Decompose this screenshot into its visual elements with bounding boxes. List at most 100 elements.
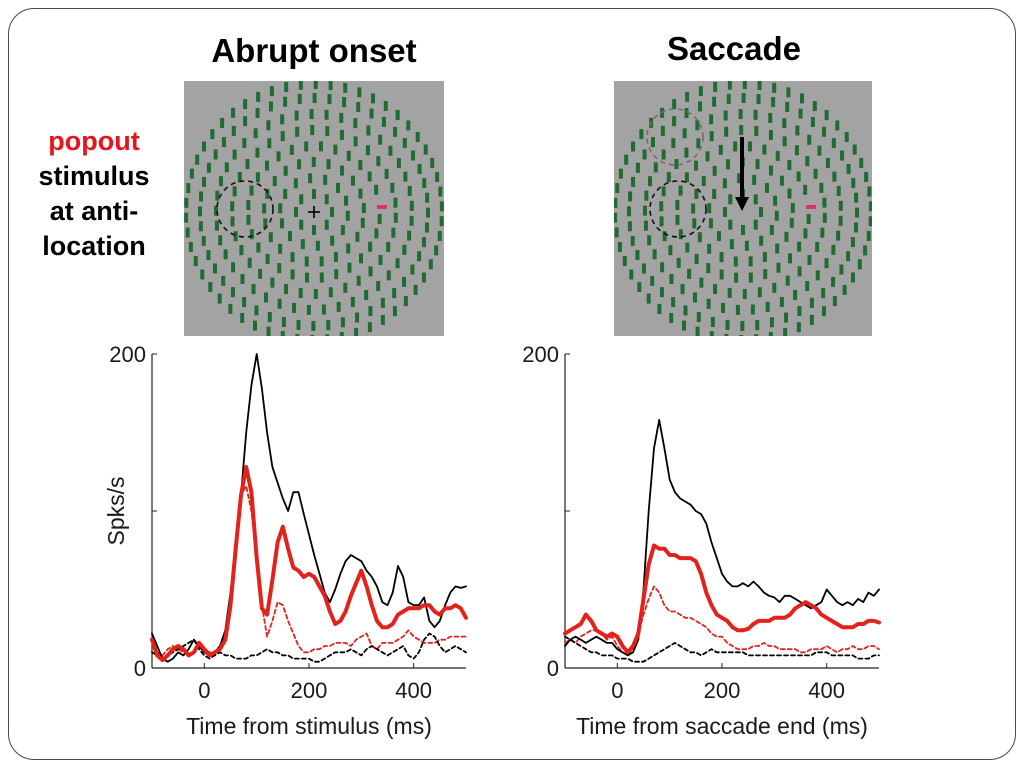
stimulus-bar	[669, 273, 674, 284]
stimulus-bar	[198, 206, 203, 217]
stimulus-bar	[755, 159, 760, 170]
stimulus-bar	[360, 217, 365, 228]
stimulus-bar	[417, 251, 422, 262]
stimulus-bar	[795, 125, 800, 136]
stimulus-bar	[733, 256, 738, 267]
stimulus-bar	[324, 194, 329, 205]
stimulus-bar	[717, 231, 722, 242]
stimulus-bar	[851, 178, 856, 189]
stimulus-bar	[868, 216, 872, 227]
stimulus-bar	[395, 258, 400, 269]
stimulus-bar	[218, 235, 223, 246]
stimulus-bar	[838, 215, 843, 226]
stimulus-bar	[402, 244, 407, 255]
stimulus-bar	[386, 241, 391, 252]
stimulus-bar	[820, 227, 825, 238]
stimulus-bar	[256, 91, 261, 102]
stimulus-bar	[279, 218, 284, 229]
stimulus-bar	[417, 163, 422, 174]
stimulus-bar	[797, 241, 802, 252]
stimulus-bar	[437, 230, 442, 241]
stimulus-bar	[328, 81, 333, 91]
stimulus-bar	[439, 216, 444, 227]
stimulus-bar	[790, 203, 795, 214]
stimulus-bar	[377, 213, 382, 224]
stimulus-bar	[864, 171, 869, 182]
pre-saccade-receptive-field-circle	[646, 108, 704, 166]
stimulus-bar	[614, 227, 619, 238]
stimulus-bar	[383, 101, 388, 112]
stimulus-bar	[763, 269, 768, 280]
stimulus-bar	[403, 171, 408, 182]
stimulus-bar	[755, 320, 760, 331]
stimulus-bar	[230, 201, 235, 212]
stimulus-bar	[193, 256, 198, 267]
stimulus-bar	[822, 126, 827, 137]
stimulus-bar	[783, 327, 788, 336]
stimulus-bar	[764, 182, 769, 193]
stimulus-bar	[762, 144, 767, 155]
stimulus-bar	[643, 205, 648, 216]
stimulus-bar	[384, 168, 389, 179]
stimulus-bar	[765, 301, 770, 312]
stimulus-bar	[741, 225, 745, 235]
stimulus-bar	[796, 171, 801, 182]
stimulus-bar	[850, 272, 855, 283]
stimulus-bar	[313, 81, 318, 90]
stimulus-bar	[374, 228, 379, 239]
stimulus-bar	[280, 114, 285, 125]
stimulus-bar	[723, 207, 727, 217]
stimulus-bar	[768, 331, 773, 336]
stimulus-bar	[374, 184, 379, 195]
stimulus-bar	[768, 129, 773, 140]
stimulus-bar	[313, 288, 318, 299]
stimulus-bar	[311, 157, 316, 168]
stimulus-bar	[832, 296, 837, 307]
stimulus-bar	[831, 276, 836, 287]
stimulus-bar	[200, 269, 205, 280]
stimulus-bar	[357, 87, 362, 98]
condition-label-popout: popout	[48, 126, 140, 156]
stimulus-bar	[249, 185, 254, 196]
stimulus-bar	[243, 99, 248, 110]
stimulus-bar	[266, 326, 271, 336]
stimulus-bar	[657, 303, 662, 314]
stimulus-bar	[368, 306, 373, 317]
stimulus-bar	[253, 128, 258, 139]
stimulus-bar	[694, 160, 699, 171]
stimulus-bar	[724, 333, 729, 336]
stimulus-bar	[340, 317, 345, 328]
stimulus-bar	[706, 263, 711, 274]
stimulus-bar	[659, 201, 664, 212]
stimulus-bar	[330, 207, 334, 217]
stimulus-bar	[251, 284, 256, 295]
stimulus-bar	[748, 272, 753, 283]
stimulus-bar	[277, 298, 282, 309]
stimulus-bar	[283, 96, 288, 107]
stimulus-bar	[615, 183, 620, 194]
stimulus-bar	[324, 219, 329, 230]
stimulus-bar	[635, 250, 640, 261]
stimulus-bar	[376, 281, 381, 292]
stimulus-bar	[752, 174, 757, 185]
stimulus-bar	[312, 225, 316, 235]
receptive-field-circle	[649, 180, 707, 238]
stimulus-bar	[184, 197, 189, 208]
stimulus-bar	[753, 219, 758, 230]
stimulus-bar	[846, 163, 851, 174]
stimulus-bar	[428, 259, 433, 270]
stimulus-bar	[727, 81, 732, 90]
condition-label-line2: at anti-	[49, 196, 139, 226]
stimulus-bar	[697, 232, 702, 243]
stimulus-bar	[812, 101, 817, 112]
stimulus-bar	[407, 185, 412, 196]
stimulus-bar	[295, 333, 300, 336]
stimulus-bar	[184, 212, 189, 223]
stimulus-bar	[365, 145, 370, 156]
stimulus-bar	[289, 144, 294, 155]
stimulus-bar	[809, 297, 814, 308]
stimulus-bar	[189, 168, 194, 179]
stimulus-bar	[393, 197, 398, 208]
stimulus-bar	[723, 110, 728, 121]
stimulus-bar	[346, 150, 351, 161]
